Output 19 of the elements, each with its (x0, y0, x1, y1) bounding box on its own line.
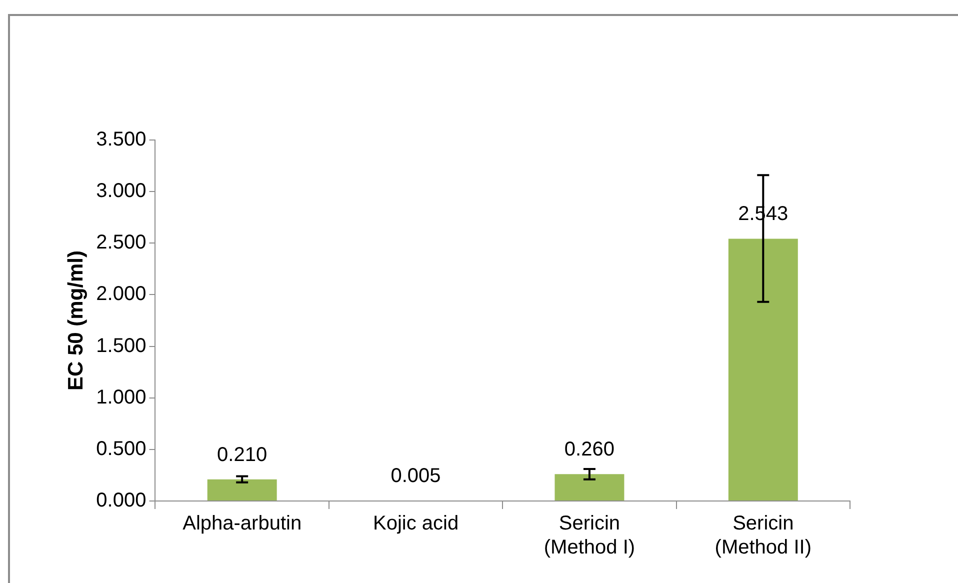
y-tick-label: 3.000 (96, 180, 146, 202)
bar (728, 238, 798, 500)
data-label: 0.260 (564, 438, 614, 461)
y-tick-label: 0.000 (96, 490, 146, 512)
y-tick-label: 2.000 (96, 283, 146, 306)
y-tick-label: 0.500 (96, 438, 146, 460)
x-tick-label: Sericin (Method I) (544, 512, 636, 559)
y-axis-title: EC 50 (mg/ml) (64, 250, 88, 391)
y-tick-label: 1.500 (96, 334, 146, 357)
data-label: 0.005 (390, 465, 441, 487)
y-tick-label: 1.000 (96, 386, 146, 408)
y-tick-label: 3.500 (96, 128, 146, 151)
data-label: 0.210 (217, 444, 268, 466)
x-tick-label: Sericin (Method II) (714, 512, 812, 559)
x-tick-label: Alpha-arbutin (182, 512, 302, 535)
bar (554, 474, 624, 500)
bar (207, 479, 277, 500)
x-tick-label: Kojic acid (372, 512, 459, 535)
y-tick-label: 2.500 (96, 232, 146, 254)
